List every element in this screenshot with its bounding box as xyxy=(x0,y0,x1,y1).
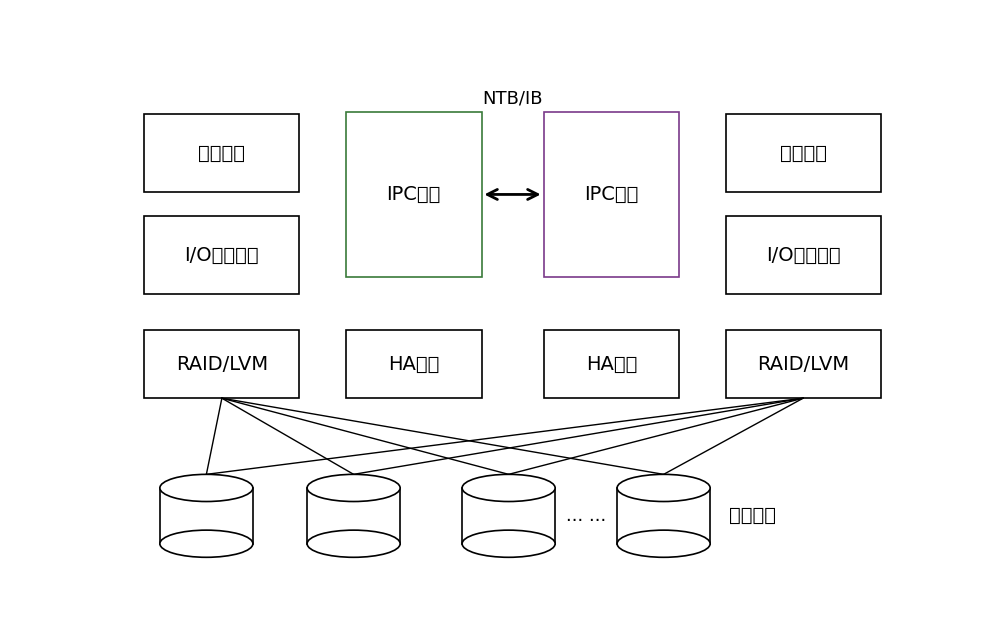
Bar xyxy=(346,330,482,398)
Bar xyxy=(144,216,299,294)
Ellipse shape xyxy=(307,474,400,501)
Bar xyxy=(726,216,881,294)
Ellipse shape xyxy=(160,530,253,558)
Bar xyxy=(144,115,299,192)
Text: RAID/LVM: RAID/LVM xyxy=(176,355,268,374)
Ellipse shape xyxy=(462,474,555,501)
Text: 物理硬盘: 物理硬盘 xyxy=(729,507,776,525)
Ellipse shape xyxy=(462,530,555,558)
Bar xyxy=(544,330,679,398)
Text: 目标模块: 目标模块 xyxy=(780,144,827,163)
Ellipse shape xyxy=(160,474,253,501)
Text: IPC模块: IPC模块 xyxy=(584,185,639,204)
Text: HA模块: HA模块 xyxy=(586,355,637,374)
Polygon shape xyxy=(462,488,555,544)
Polygon shape xyxy=(160,488,253,544)
Text: HA模块: HA模块 xyxy=(388,355,439,374)
Text: IPC模块: IPC模块 xyxy=(386,185,441,204)
Text: I/O传递模块: I/O传递模块 xyxy=(766,246,840,265)
Bar xyxy=(726,115,881,192)
Polygon shape xyxy=(307,488,400,544)
Ellipse shape xyxy=(617,474,710,501)
Ellipse shape xyxy=(307,530,400,558)
Polygon shape xyxy=(617,488,710,544)
Bar xyxy=(346,112,482,277)
Text: RAID/LVM: RAID/LVM xyxy=(757,355,849,374)
Text: I/O传递模块: I/O传递模块 xyxy=(185,246,259,265)
Text: NTB/IB: NTB/IB xyxy=(482,89,543,107)
Text: ... ...: ... ... xyxy=(566,507,606,525)
Bar xyxy=(144,330,299,398)
Ellipse shape xyxy=(617,530,710,558)
Text: 目标模块: 目标模块 xyxy=(198,144,245,163)
Bar xyxy=(544,112,679,277)
Bar xyxy=(726,330,881,398)
